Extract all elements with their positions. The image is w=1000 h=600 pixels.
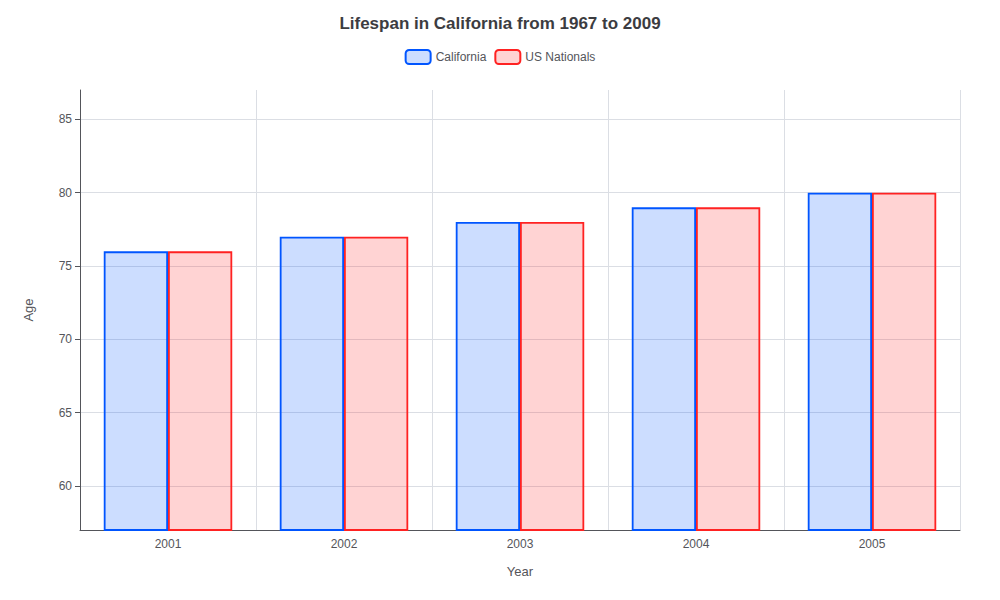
svg-text:California: California: [436, 50, 487, 64]
svg-text:2003: 2003: [507, 537, 534, 551]
svg-text:Lifespan in California from 19: Lifespan in California from 1967 to 2009: [339, 14, 660, 33]
svg-text:65: 65: [59, 406, 73, 420]
svg-text:Age: Age: [21, 298, 36, 321]
svg-text:US Nationals: US Nationals: [525, 50, 595, 64]
svg-text:2002: 2002: [331, 537, 358, 551]
svg-text:60: 60: [59, 479, 73, 493]
svg-text:Year: Year: [507, 564, 534, 579]
svg-text:85: 85: [59, 112, 73, 126]
svg-text:2005: 2005: [859, 537, 886, 551]
svg-text:70: 70: [59, 332, 73, 346]
svg-text:75: 75: [59, 259, 73, 273]
svg-text:2004: 2004: [683, 537, 710, 551]
svg-text:2001: 2001: [155, 537, 182, 551]
svg-text:80: 80: [59, 186, 73, 200]
